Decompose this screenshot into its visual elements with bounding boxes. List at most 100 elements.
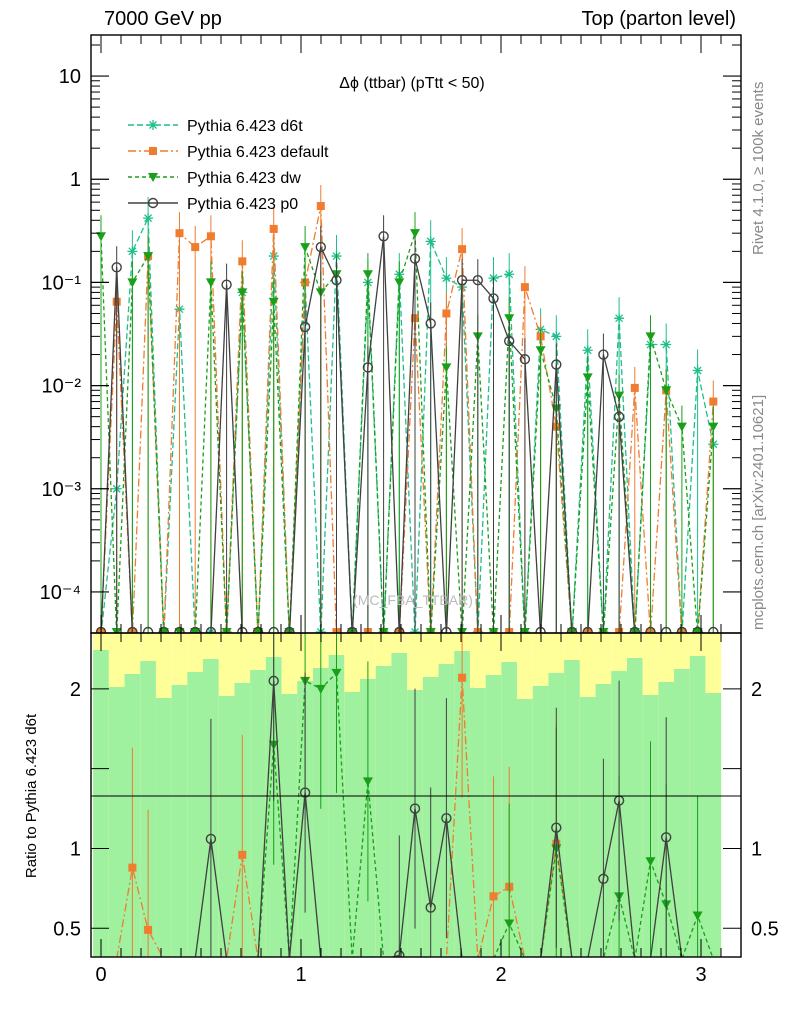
- data-point: [148, 173, 158, 182]
- data-point: [315, 241, 326, 253]
- data-point: [221, 279, 232, 290]
- chart-title: Δϕ (ttbar) (pTtt < 50): [339, 75, 484, 92]
- band-green: [626, 658, 643, 957]
- legend-label: Pythia 6.423 dw: [187, 170, 301, 187]
- data-point: [205, 278, 216, 288]
- data-point: [504, 269, 515, 280]
- data-point: [127, 246, 138, 257]
- data-point: [692, 911, 703, 921]
- data-point: [268, 626, 279, 633]
- data-point: [692, 628, 703, 633]
- data-point: [142, 626, 154, 633]
- band-green: [705, 693, 722, 957]
- ratio-tick-label-right: 1: [751, 838, 762, 860]
- ratio-line: [257, 671, 714, 957]
- band-green: [250, 670, 266, 957]
- series-pythia-6-423-d6t: [96, 197, 719, 633]
- ratio-tick-label-right: 2: [751, 679, 762, 701]
- data-point: [299, 787, 311, 798]
- y-tick-label: 10⁻⁴: [40, 582, 81, 604]
- ratio-tick-label-right: 0.5: [751, 918, 779, 940]
- data-point: [504, 314, 515, 324]
- data-point: [458, 673, 467, 682]
- data-point: [425, 318, 436, 329]
- data-point: [472, 275, 483, 286]
- band-green: [532, 686, 549, 957]
- data-point: [284, 626, 295, 633]
- data-point: [520, 283, 529, 292]
- data-point: [692, 626, 703, 633]
- ratio-tick-label: 2: [70, 679, 81, 701]
- band-green: [187, 672, 204, 957]
- data-point: [175, 229, 184, 238]
- data-point: [268, 675, 279, 687]
- data-point: [614, 313, 625, 324]
- data-point: [174, 628, 185, 633]
- data-point: [252, 626, 264, 633]
- x-tick-label: 0: [95, 964, 106, 986]
- series-line: [100, 205, 714, 633]
- data-point: [551, 331, 562, 342]
- band-green: [155, 698, 172, 957]
- data-point: [709, 397, 718, 406]
- data-point: [441, 273, 452, 284]
- data-point: [425, 236, 436, 247]
- data-point: [441, 363, 452, 373]
- data-point: [190, 626, 201, 633]
- data-point: [191, 243, 200, 252]
- data-point: [206, 232, 215, 241]
- data-point: [661, 626, 672, 633]
- x-tick-label: 3: [695, 964, 706, 986]
- data-point: [174, 626, 185, 633]
- y-tick-label: 10⁻²: [42, 376, 82, 398]
- data-point: [315, 684, 326, 694]
- data-point: [128, 863, 137, 872]
- data-point: [268, 297, 279, 307]
- ratio-tick-label: 1: [70, 838, 81, 860]
- series-line: [100, 232, 714, 633]
- band-green: [140, 661, 156, 957]
- legend-label: Pythia 6.423 p0: [187, 196, 298, 213]
- data-point: [613, 411, 625, 422]
- band-green: [108, 687, 125, 957]
- y-tick-label: 10⁻³: [42, 479, 82, 501]
- data-point: [143, 252, 154, 262]
- data-point: [238, 257, 247, 266]
- data-point: [410, 229, 420, 239]
- header-right: Top (parton level): [581, 8, 736, 30]
- data-point: [111, 262, 122, 273]
- data-point: [331, 275, 342, 286]
- data-point: [149, 147, 157, 155]
- data-point: [489, 892, 498, 901]
- watermark: (MC_FBA_TTBAR): [353, 592, 473, 608]
- data-point: [316, 202, 325, 211]
- band-green: [517, 699, 533, 957]
- data-point: [127, 626, 138, 633]
- band-green: [218, 696, 235, 957]
- band-green: [375, 666, 392, 957]
- data-point: [394, 950, 405, 957]
- data-point: [299, 321, 311, 333]
- data-point: [347, 626, 358, 633]
- data-point: [676, 422, 687, 432]
- band-green: [469, 688, 486, 957]
- data-point: [456, 275, 468, 286]
- band-green: [674, 669, 690, 957]
- data-point: [409, 253, 421, 264]
- y-tick-label: 1: [70, 169, 81, 191]
- data-point: [441, 812, 452, 824]
- data-point: [96, 232, 106, 242]
- band-green: [579, 697, 596, 957]
- data-point: [331, 668, 342, 678]
- data-point: [692, 365, 703, 376]
- ratio-line: [194, 680, 683, 957]
- data-point: [598, 873, 609, 884]
- band-green: [171, 685, 188, 957]
- band-green: [564, 660, 580, 957]
- data-point: [300, 243, 311, 253]
- x-tick-label: 1: [295, 964, 306, 986]
- data-point: [708, 626, 719, 633]
- ratio-uncertainty-bands: [93, 633, 722, 957]
- data-point: [504, 335, 515, 347]
- data-point: [190, 628, 201, 633]
